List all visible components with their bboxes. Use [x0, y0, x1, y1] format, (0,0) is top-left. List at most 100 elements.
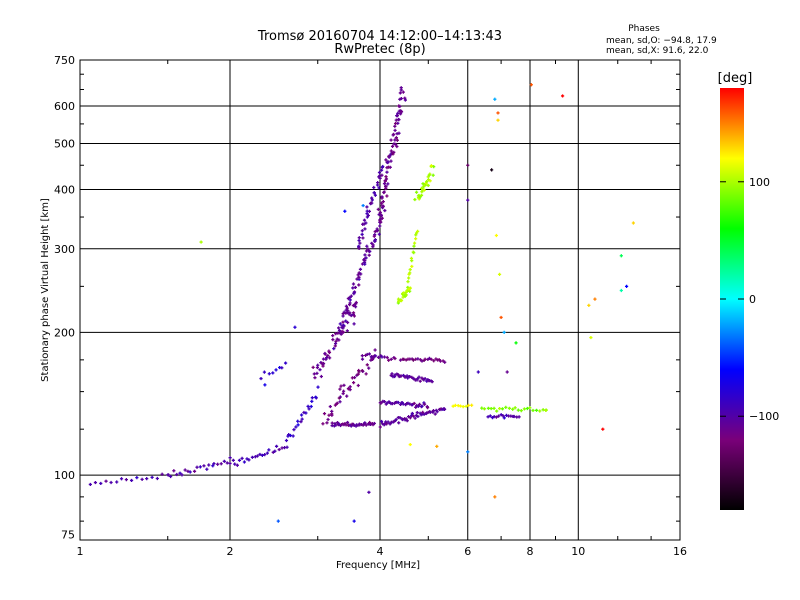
data-point — [367, 366, 371, 370]
data-point — [175, 472, 179, 477]
data-point — [428, 179, 432, 183]
data-point — [531, 408, 535, 413]
data-point — [341, 330, 346, 334]
data-point — [399, 298, 404, 303]
colorbar-tick-label: 100 — [749, 176, 770, 189]
data-point — [385, 165, 389, 170]
data-point — [494, 233, 499, 238]
data-point — [293, 325, 297, 329]
colorbar-ticks: 100 0 −100 — [720, 176, 779, 423]
data-point — [430, 380, 434, 384]
data-point — [351, 311, 356, 315]
data-point — [413, 197, 417, 202]
y-tick-label: 75 — [61, 528, 75, 541]
data-point — [429, 357, 433, 361]
data-point — [427, 173, 431, 177]
data-point — [333, 341, 338, 346]
data-point — [337, 326, 341, 330]
data-point — [380, 216, 384, 220]
data-point — [393, 356, 397, 361]
data-point — [331, 338, 335, 342]
data-point — [416, 229, 420, 233]
data-point — [222, 459, 226, 463]
data-point — [119, 477, 124, 481]
data-point — [352, 292, 356, 296]
data-point — [313, 395, 318, 399]
data-point — [398, 91, 402, 95]
data-point — [534, 408, 539, 412]
data-point — [417, 375, 421, 379]
data-point — [408, 402, 412, 406]
data-point — [325, 421, 329, 425]
data-point — [406, 401, 410, 405]
data-point — [505, 370, 509, 374]
data-point — [631, 221, 635, 225]
data-point — [410, 411, 414, 416]
data-point — [412, 401, 416, 406]
data-point — [93, 480, 98, 485]
data-point — [401, 90, 405, 94]
data-point — [624, 284, 629, 288]
data-point — [373, 354, 378, 358]
data-point — [155, 476, 159, 481]
data-point — [247, 458, 251, 462]
data-point — [435, 410, 439, 414]
data-point — [277, 447, 281, 452]
data-point — [387, 155, 391, 159]
data-point — [461, 404, 465, 409]
data-point — [476, 370, 480, 374]
data-point — [352, 314, 357, 318]
data-point — [412, 241, 417, 245]
data-point — [299, 420, 303, 424]
data-point — [416, 414, 420, 419]
data-point — [382, 355, 387, 359]
data-point — [435, 444, 439, 448]
data-point — [519, 409, 523, 413]
data-point — [356, 273, 360, 277]
data-point — [398, 415, 402, 420]
data-point — [394, 118, 398, 122]
data-point — [186, 469, 190, 473]
colorbar-tick-label: 0 — [749, 293, 756, 306]
data-point — [414, 405, 418, 409]
data-point — [192, 469, 197, 473]
data-point — [245, 457, 249, 461]
data-point — [398, 104, 402, 108]
data-point — [395, 138, 399, 142]
data-point — [145, 477, 149, 481]
y-tick-label: 400 — [54, 184, 75, 197]
data-point — [373, 348, 377, 352]
data-point — [360, 232, 364, 237]
data-point — [319, 374, 323, 379]
data-point — [235, 463, 239, 467]
data-point — [338, 322, 342, 326]
y-axis-label: Stationary phase Virtual Height [km] — [40, 198, 51, 382]
data-point — [358, 241, 362, 245]
data-point — [389, 373, 393, 378]
data-point — [417, 197, 421, 201]
data-point — [379, 168, 384, 172]
data-point — [390, 372, 394, 376]
data-point — [346, 309, 350, 313]
data-point — [414, 190, 419, 194]
data-point — [502, 416, 506, 420]
data-point — [364, 372, 368, 376]
data-point — [431, 409, 436, 413]
data-point — [348, 298, 352, 302]
data-point — [255, 454, 260, 458]
data-point — [378, 210, 382, 215]
data-point — [351, 380, 356, 385]
data-point — [429, 164, 434, 168]
data-point — [343, 209, 347, 213]
data-point — [393, 121, 398, 126]
data-point — [393, 124, 397, 128]
data-point — [337, 396, 341, 400]
data-point — [426, 175, 430, 179]
data-point — [372, 421, 376, 426]
data-point — [393, 128, 397, 133]
data-point — [416, 194, 421, 198]
data-point — [398, 358, 403, 362]
data-point — [394, 142, 398, 146]
data-point — [373, 238, 377, 242]
data-point — [327, 413, 331, 417]
